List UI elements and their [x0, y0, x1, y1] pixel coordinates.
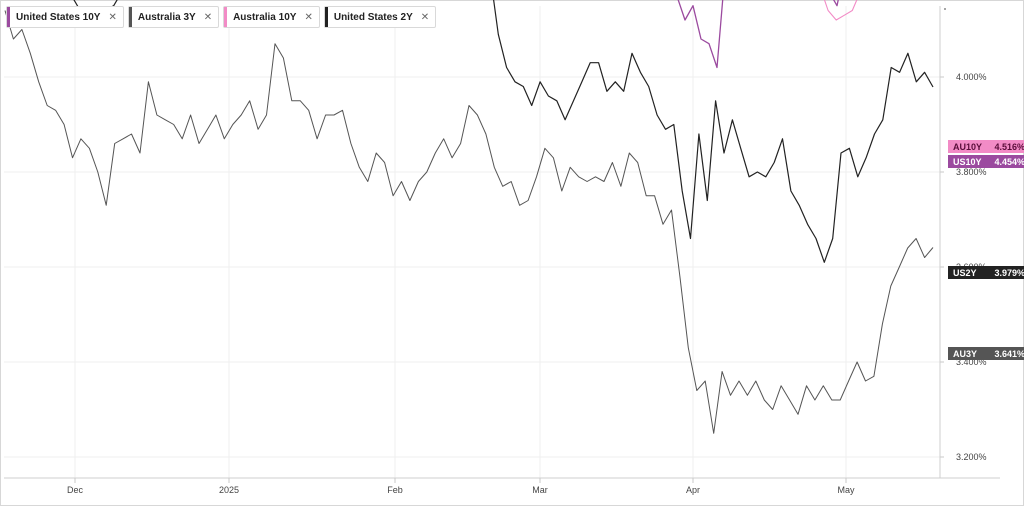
- legend-label: Australia 3Y: [137, 11, 196, 23]
- series-line-au3y: [4, 10, 934, 434]
- legend: United States 10Y ✕ Australia 3Y ✕ Austr…: [6, 6, 437, 28]
- close-icon[interactable]: ✕: [420, 11, 430, 23]
- y-tick-label: 3.200%: [956, 452, 987, 462]
- legend-pill-au10y[interactable]: Australia 10Y ✕: [223, 6, 320, 28]
- x-tick-label: Feb: [387, 485, 403, 495]
- value-badge-au3y: AU3Y 3.641%: [948, 347, 1024, 360]
- close-icon[interactable]: ✕: [108, 11, 117, 23]
- y-tick-label: 3.800%: [956, 167, 987, 177]
- badge-last-value: 3.641%: [994, 349, 1024, 359]
- axis-dot: [944, 8, 946, 10]
- legend-pill-us10y[interactable]: United States 10Y ✕: [6, 6, 124, 28]
- x-tick-label: 2025: [219, 485, 239, 495]
- badge-background: [948, 155, 1024, 168]
- x-tick-label: Apr: [686, 485, 700, 495]
- badge-last-value: 4.516%: [994, 142, 1024, 152]
- badge-background: [948, 140, 1024, 153]
- badge-series-code: US2Y: [953, 268, 977, 278]
- legend-label: United States 10Y: [16, 11, 101, 23]
- badge-background: [948, 347, 1024, 360]
- badge-last-value: 3.979%: [994, 268, 1024, 278]
- y-tick-label: 3.400%: [956, 357, 987, 367]
- x-tick-label: Dec: [67, 485, 84, 495]
- close-icon[interactable]: ✕: [203, 11, 213, 23]
- series-color-swatch: [7, 7, 10, 27]
- badge-series-code: US10Y: [953, 157, 982, 167]
- legend-pill-us2y[interactable]: United States 2Y ✕: [323, 6, 437, 28]
- close-icon[interactable]: ✕: [304, 11, 313, 23]
- badge-last-value: 4.454%: [994, 157, 1024, 167]
- series-line-us2y: [73, 0, 934, 263]
- series-color-swatch: [324, 7, 328, 27]
- legend-pill-au3y[interactable]: Australia 3Y ✕: [127, 6, 220, 28]
- x-tick-label: Mar: [532, 485, 548, 495]
- series-color-swatch: [128, 7, 132, 27]
- value-badge-us10y: US10Y 4.454%: [948, 155, 1024, 168]
- x-tick-label: May: [837, 485, 855, 495]
- value-badge-au10y: AU10Y 4.516%: [948, 140, 1024, 153]
- legend-label: Australia 10Y: [233, 11, 297, 23]
- value-badge-us2y: US2Y 3.979%: [948, 266, 1024, 279]
- badge-series-code: AU3Y: [953, 349, 977, 359]
- legend-label: United States 2Y: [333, 11, 413, 23]
- badge-background: [948, 266, 1024, 279]
- y-tick-label: 4.000%: [956, 72, 987, 82]
- badge-series-code: AU10Y: [953, 142, 982, 152]
- series-color-swatch: [224, 7, 228, 27]
